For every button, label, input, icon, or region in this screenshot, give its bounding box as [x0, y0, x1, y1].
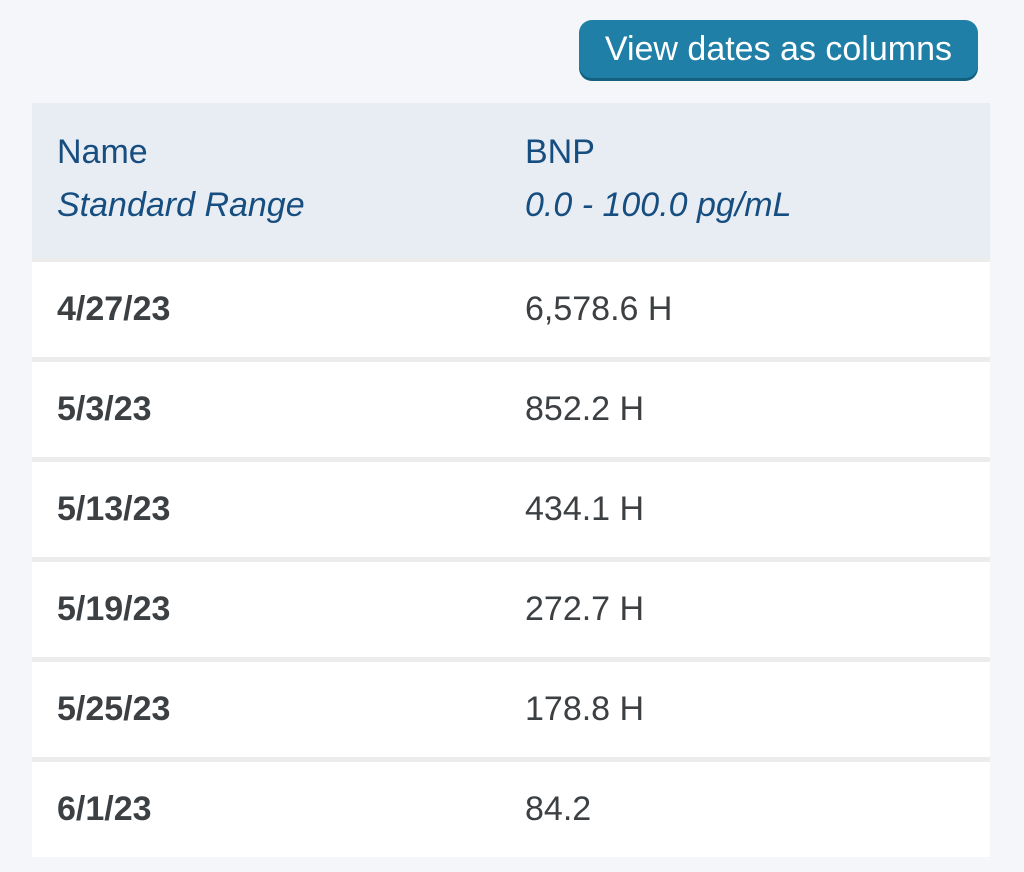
- result-date: 5/3/23: [57, 390, 152, 428]
- result-value: 178.8 H: [525, 690, 645, 728]
- table-row[interactable]: 5/25/23 178.8 H: [32, 662, 990, 757]
- table-rows: 4/27/23 6,578.6 H 5/3/23 852.2 H 5/13/23…: [32, 262, 990, 857]
- result-value: 84.2: [525, 790, 592, 828]
- test-range-label: 0.0 - 100.0 pg/mL: [525, 186, 792, 224]
- result-value: 6,578.6 H: [525, 290, 673, 328]
- lab-results-table: Name Standard Range BNP 0.0 - 100.0 pg/m…: [32, 103, 990, 857]
- result-value: 272.7 H: [525, 590, 645, 628]
- result-date: 6/1/23: [57, 790, 152, 828]
- table-row[interactable]: 6/1/23 84.2: [32, 762, 990, 857]
- standard-range-label: Standard Range: [57, 186, 305, 224]
- header-cell-test: BNP 0.0 - 100.0 pg/mL: [525, 133, 990, 258]
- header-cell-name: Name Standard Range: [57, 133, 525, 258]
- table-row[interactable]: 5/13/23 434.1 H: [32, 462, 990, 557]
- view-dates-as-columns-button[interactable]: View dates as columns: [578, 20, 978, 78]
- result-value: 852.2 H: [525, 390, 645, 428]
- result-date: 4/27/23: [57, 290, 171, 328]
- test-name-label: BNP: [525, 133, 595, 171]
- top-toolbar: View dates as columns: [0, 0, 1024, 103]
- table-header-row: Name Standard Range BNP 0.0 - 100.0 pg/m…: [32, 103, 990, 258]
- result-date: 5/19/23: [57, 590, 171, 628]
- result-value: 434.1 H: [525, 490, 645, 528]
- result-date: 5/13/23: [57, 490, 171, 528]
- table-row[interactable]: 5/3/23 852.2 H: [32, 362, 990, 457]
- name-column-label: Name: [57, 133, 148, 171]
- result-date: 5/25/23: [57, 690, 171, 728]
- table-row[interactable]: 5/19/23 272.7 H: [32, 562, 990, 657]
- table-row[interactable]: 4/27/23 6,578.6 H: [32, 262, 990, 357]
